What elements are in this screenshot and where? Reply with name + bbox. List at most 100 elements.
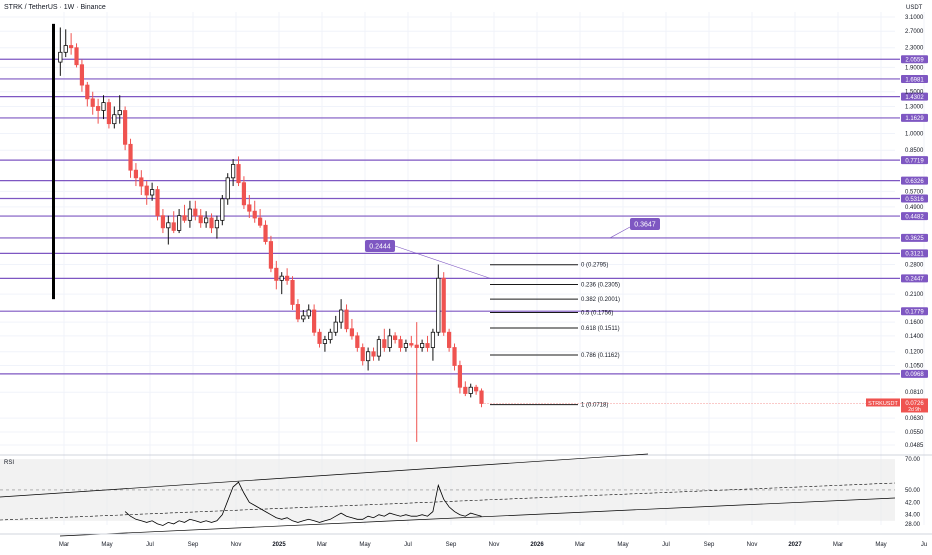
x-tick-label: 2027 [788, 542, 802, 548]
candle-up[interactable] [150, 189, 155, 196]
candle-up[interactable] [430, 331, 436, 348]
candle-up[interactable] [101, 102, 106, 111]
candle-up[interactable] [403, 343, 409, 348]
candle-down[interactable] [160, 215, 166, 229]
candle-up[interactable] [339, 309, 344, 323]
candle-down[interactable] [79, 64, 85, 86]
candle-down[interactable] [268, 241, 274, 269]
candle-down[interactable] [479, 390, 484, 404]
candle-down[interactable] [360, 347, 365, 362]
x-tick-label: Sep [704, 542, 715, 548]
candle-up[interactable] [166, 222, 171, 229]
candle-up[interactable] [117, 110, 122, 116]
candle-down[interactable] [193, 208, 198, 217]
y-tick-label: 0.1400 [905, 334, 924, 340]
callout-box[interactable] [630, 218, 660, 230]
candle-down[interactable] [290, 279, 295, 305]
candle-up[interactable] [322, 339, 328, 344]
candle-down[interactable] [344, 309, 349, 330]
candle-up[interactable] [328, 331, 333, 341]
candle-up[interactable] [420, 343, 425, 348]
candle-down[interactable] [209, 217, 214, 229]
candle-down[interactable] [85, 84, 90, 100]
candle-up[interactable] [187, 208, 193, 221]
candle-down[interactable] [457, 365, 463, 388]
candle-down[interactable] [447, 331, 452, 348]
candle-up[interactable] [376, 339, 382, 357]
candle-down[interactable] [155, 189, 160, 217]
rsi-trendline-upper[interactable] [0, 453, 649, 498]
candle-down[interactable] [312, 309, 317, 333]
candle-down[interactable] [123, 110, 128, 145]
candle-down[interactable] [139, 177, 144, 187]
candle-down[interactable] [241, 182, 247, 206]
candle-down[interactable] [96, 106, 101, 111]
candle-down[interactable] [74, 47, 79, 66]
candle-down[interactable] [393, 335, 398, 341]
candle-up[interactable] [220, 198, 225, 221]
candle-up[interactable] [366, 351, 371, 362]
current-price-text: 0.0726 [905, 401, 924, 407]
candle-down[interactable] [198, 215, 203, 224]
x-tick-label: May [359, 542, 370, 548]
candle-down[interactable] [69, 45, 74, 49]
candle-down[interactable] [382, 339, 387, 348]
candle-down[interactable] [355, 335, 360, 348]
candle-down[interactable] [247, 204, 252, 212]
candle-up[interactable] [177, 215, 182, 231]
candle-down[interactable] [182, 215, 187, 221]
candle-down[interactable] [295, 304, 301, 320]
candle-up[interactable] [279, 275, 284, 281]
candle-down[interactable] [258, 217, 263, 226]
candle-up[interactable] [112, 114, 117, 125]
callout-box[interactable] [365, 240, 395, 252]
candle-down[interactable] [236, 164, 241, 184]
candle-down[interactable] [90, 98, 95, 107]
candle-down[interactable] [128, 143, 133, 171]
candle-down[interactable] [409, 343, 414, 346]
candle-up[interactable] [58, 51, 63, 63]
candle-down[interactable] [463, 386, 468, 394]
candle-down[interactable] [317, 331, 322, 344]
candle-down[interactable] [106, 102, 112, 125]
candle-up[interactable] [436, 277, 441, 333]
level-price-label: 0.0968 [905, 372, 924, 378]
rsi-label: RSI [4, 460, 14, 466]
candle-down[interactable] [144, 185, 149, 196]
candle-up[interactable] [214, 219, 220, 229]
rsi-trendline-mid[interactable] [0, 482, 896, 521]
level-price-tag [901, 55, 928, 64]
candle-down[interactable] [133, 169, 139, 179]
callout-connector [394, 245, 491, 279]
candle-down[interactable] [414, 344, 419, 348]
candle-up[interactable] [333, 321, 338, 333]
candle-down[interactable] [263, 224, 268, 242]
candle-down[interactable] [285, 275, 290, 281]
candle-up[interactable] [301, 315, 306, 320]
candle-down[interactable] [171, 222, 176, 231]
candle-down[interactable] [349, 328, 355, 337]
candle-down[interactable] [274, 267, 279, 281]
candle-up[interactable] [63, 45, 68, 53]
candle-up[interactable] [231, 164, 236, 179]
rsi-line[interactable] [124, 481, 482, 526]
x-tick-label: May [101, 542, 112, 548]
candle-down[interactable] [441, 277, 446, 333]
candle-up[interactable] [204, 217, 209, 224]
rsi-trendline-lower[interactable] [59, 497, 896, 537]
candle-down[interactable] [371, 351, 376, 357]
level-price-label: 0.7719 [905, 158, 924, 164]
candle-up[interactable] [387, 335, 392, 348]
candle-up[interactable] [306, 309, 311, 317]
candle-down[interactable] [452, 347, 457, 366]
candle-down[interactable] [425, 343, 430, 348]
candle-down[interactable] [398, 339, 403, 348]
candle-up[interactable] [225, 177, 230, 200]
x-tick-label: Ju [921, 542, 927, 548]
candle-down[interactable] [474, 386, 479, 392]
fib-level-label: 0.786 (0.1162) [581, 353, 620, 359]
candle-down[interactable] [252, 210, 257, 219]
candle-up[interactable] [468, 386, 473, 394]
